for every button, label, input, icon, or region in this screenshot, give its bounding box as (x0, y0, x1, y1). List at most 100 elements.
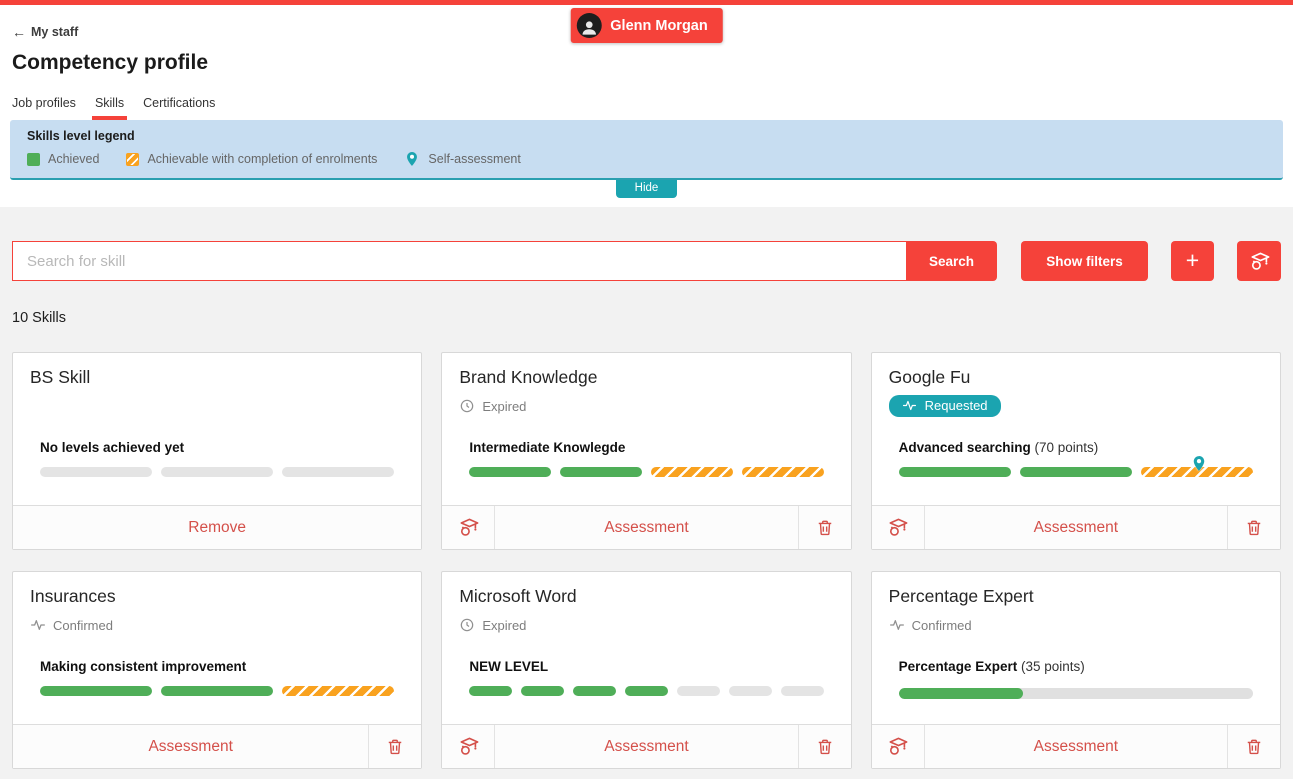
skill-card-microsoft-word: Microsoft Word Expired NEW LEVEL Assessment (441, 571, 852, 769)
skill-card-footer: Assessment (442, 505, 851, 549)
assessment-button[interactable]: Assessment (604, 737, 689, 755)
hide-row: Hide (0, 180, 1293, 207)
clock-icon (459, 398, 475, 414)
status-label: Expired (482, 617, 527, 633)
user-name: Glenn Morgan (610, 17, 708, 34)
cap-icon (457, 516, 480, 539)
level-bar-achieved (161, 686, 274, 696)
delete-skill-button[interactable] (1227, 725, 1280, 768)
skill-status: Confirmed (889, 614, 1263, 636)
delete-skill-button[interactable] (368, 725, 421, 768)
badge-label: Requested (924, 398, 988, 413)
tabs: Job profiles Skills Certifications (12, 96, 1281, 120)
progress-track (898, 688, 1253, 699)
assessment-button[interactable]: Assessment (1033, 518, 1119, 536)
search-input[interactable] (12, 241, 906, 281)
add-skill-button[interactable]: + (1171, 241, 1214, 281)
back-label: My staff (31, 25, 79, 39)
skill-card-body: Brand Knowledge Expired Intermediate Knowl… (442, 353, 850, 505)
trash-icon (815, 518, 835, 538)
skill-card-body: Percentage Expert Confirmed Percentage Exp… (872, 572, 1280, 724)
level-label: NEW LEVEL (469, 659, 549, 674)
level-points: (70 points) (1034, 440, 1099, 455)
assign-course-button[interactable] (442, 506, 496, 549)
skill-card-footer: Assessment (13, 724, 422, 768)
progress-fill (898, 688, 1023, 699)
assign-course-button[interactable] (442, 725, 496, 768)
skill-title: Microsoft Word (459, 586, 577, 606)
delete-skill-button[interactable] (1227, 506, 1280, 549)
requested-badge: Requested (888, 395, 1001, 417)
skills-count: 10 Skills (12, 310, 66, 326)
level-bar-achievable (741, 467, 824, 477)
level-label: Making consistent improvement (40, 659, 247, 674)
legend-item-achieved: Achieved (27, 152, 99, 166)
skill-card-body: Insurances Confirmed Making consistent imp… (13, 572, 421, 724)
level-bar-achieved (469, 467, 552, 477)
assign-course-button[interactable] (1237, 241, 1281, 281)
search-box: Search (12, 241, 997, 281)
assign-course-button[interactable] (872, 506, 925, 549)
status-label: Confirmed (911, 617, 972, 633)
trash-icon (1244, 518, 1264, 538)
user-badge[interactable]: Glenn Morgan (570, 8, 723, 43)
level-bar-achieved (521, 686, 565, 696)
level-label: Percentage Expert (898, 659, 1018, 674)
level-bars (40, 686, 395, 696)
level-bar-achieved (40, 686, 153, 696)
legend-items: Achieved Achievable with completion of en… (27, 151, 1266, 167)
level-bars (898, 456, 1253, 477)
self-assessment-pin-icon (1191, 453, 1208, 474)
delete-skill-button[interactable] (797, 506, 851, 549)
page-title: Competency profile (12, 51, 209, 74)
remove-button[interactable]: Remove (188, 518, 247, 536)
cap-icon (1248, 250, 1271, 273)
skill-status: Expired (459, 614, 833, 636)
legend-label: Achieved (48, 152, 100, 166)
level-label: Advanced searching (898, 440, 1031, 455)
status-label: Expired (482, 398, 527, 414)
skill-status: Requested (888, 395, 1263, 417)
legend-swatch-achievable (126, 152, 140, 166)
level-bars (469, 686, 824, 696)
page-header: ← My staff Competency profile Job profil… (0, 5, 1293, 207)
legend-title: Skills level legend (27, 129, 135, 143)
show-filters-button[interactable]: Show filters (1021, 241, 1148, 281)
skill-title: Percentage Expert (888, 586, 1034, 606)
skill-card-google-fu: Google Fu Requested Advanced searching (70… (870, 352, 1281, 550)
assessment-button[interactable]: Assessment (604, 518, 689, 536)
level-bar-empty (161, 467, 274, 477)
cap-icon (886, 516, 909, 539)
legend-label: Achievable with completion of enrolments (147, 152, 378, 166)
assign-course-button[interactable] (872, 725, 925, 768)
toolbar: Search Show filters + (12, 241, 1281, 281)
level-bar-achieved (898, 467, 1011, 477)
tab-job-profiles[interactable]: Job profiles (12, 96, 76, 110)
tab-certifications[interactable]: Certifications (143, 96, 216, 110)
skill-card-bs-skill: BS Skill No levels achieved yet Remove (12, 352, 423, 550)
trash-icon (815, 737, 835, 757)
cap-icon (457, 735, 480, 758)
level-bar-achievable (1140, 456, 1253, 477)
search-button[interactable]: Search (906, 241, 997, 281)
back-link[interactable]: ← My staff (12, 25, 78, 39)
assessment-button[interactable]: Assessment (1033, 737, 1119, 755)
skill-card-body: BS Skill No levels achieved yet (13, 353, 421, 505)
level-bar-achieved (573, 686, 617, 696)
hide-legend-button[interactable]: Hide (615, 180, 678, 198)
level-bar-achievable (282, 686, 395, 696)
delete-skill-button[interactable] (797, 725, 851, 768)
legend-wrap: Skills level legend Achieved Achievable w… (0, 120, 1293, 180)
trash-icon (385, 737, 405, 757)
skill-title: Google Fu (888, 367, 971, 387)
top-accent-bar (0, 0, 1293, 5)
skill-level: Making consistent improvement (40, 659, 404, 674)
skill-card-brand-knowledge: Brand Knowledge Expired Intermediate Knowl… (441, 352, 852, 550)
level-points: (35 points) (1020, 659, 1085, 674)
level-bar-achieved (1019, 467, 1132, 477)
skill-title: BS Skill (30, 367, 91, 387)
legend-item-self-assessment: Self-assessment (404, 151, 521, 167)
tab-skills[interactable]: Skills (91, 96, 128, 120)
legend-swatch-achieved (27, 152, 40, 166)
assessment-button[interactable]: Assessment (148, 737, 233, 755)
